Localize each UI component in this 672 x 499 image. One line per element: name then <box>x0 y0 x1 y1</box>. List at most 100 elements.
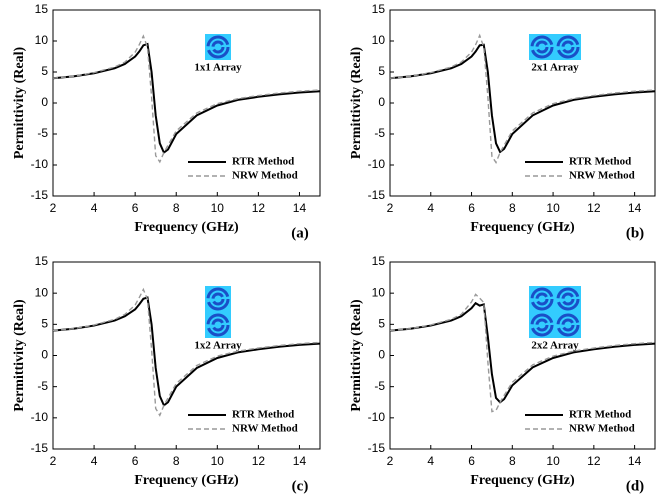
x-tick-label: 12 <box>252 454 266 468</box>
x-tick-label: 14 <box>628 454 642 468</box>
y-tick-label: 5 <box>41 64 48 78</box>
x-tick-label: 2 <box>387 454 394 468</box>
legend-label: NRW Method <box>232 423 298 435</box>
legend-label: NRW Method <box>232 170 298 182</box>
ring <box>530 313 554 337</box>
x-axis-label: Frequency (GHz) <box>470 473 575 488</box>
y-tick-label: 5 <box>41 317 48 331</box>
x-tick-label: 12 <box>587 201 601 215</box>
y-tick-label: 15 <box>35 254 49 268</box>
x-tick-label: 2 <box>50 454 57 468</box>
y-tick-label: 15 <box>35 2 49 16</box>
y-axis-label: Permittivity (Real) <box>349 46 364 159</box>
x-tick-label: 4 <box>91 454 98 468</box>
x-tick-label: 4 <box>91 201 98 215</box>
y-tick-label: 10 <box>35 285 49 299</box>
panel: -15 -10 -5 0 5 10 15 2 4 6 8 10 12 14 Frequency (GHz) P… <box>349 254 656 494</box>
plot-frame <box>52 261 321 450</box>
ring <box>206 313 230 337</box>
y-tick-label: 5 <box>378 64 385 78</box>
y-tick-label: -10 <box>368 410 386 424</box>
series-line <box>389 293 656 413</box>
y-tick-label: 10 <box>372 33 386 47</box>
y-tick-label: 0 <box>41 95 48 109</box>
y-tick-label: -10 <box>368 157 386 171</box>
y-axis-label: Permittivity (Real) <box>12 299 27 412</box>
ring <box>556 313 580 337</box>
legend-label: RTR Method <box>569 409 631 421</box>
panel-label: (d) <box>626 478 644 494</box>
panel: -15 -10 -5 0 5 10 15 2 4 6 8 10 12 14 Frequency (GHz) P… <box>12 254 321 494</box>
ring <box>211 40 225 54</box>
y-axis-label: Permittivity (Real) <box>349 299 364 412</box>
panel: -15 -10 -5 0 5 10 15 2 4 6 8 10 12 14 Frequency (GHz) P… <box>12 2 321 241</box>
x-tick-label: 2 <box>50 201 57 215</box>
y-tick-label: 15 <box>372 254 386 268</box>
legend-label: RTR Method <box>232 409 294 421</box>
x-tick-label: 12 <box>587 454 601 468</box>
series-line <box>389 301 656 404</box>
series-line <box>389 43 656 154</box>
inset-label: 2x2 Array <box>531 340 579 352</box>
x-tick-label: 6 <box>132 454 139 468</box>
series-line <box>52 42 321 155</box>
legend-label: RTR Method <box>569 156 631 168</box>
y-tick-label: -5 <box>374 379 385 393</box>
x-tick-label: 12 <box>252 201 266 215</box>
x-tick-label: 4 <box>427 454 434 468</box>
ring <box>530 35 554 59</box>
y-tick-label: -15 <box>31 441 49 455</box>
y-tick-label: -15 <box>368 441 386 455</box>
plot-frame <box>52 9 321 197</box>
y-tick-label: 15 <box>372 2 386 16</box>
x-tick-label: 14 <box>628 201 642 215</box>
panel-label: (a) <box>291 225 309 241</box>
y-tick-label: 5 <box>378 317 385 331</box>
x-tick-label: 14 <box>293 454 307 468</box>
ring <box>561 318 575 332</box>
series-line <box>389 33 656 165</box>
inset-label: 1x2 Array <box>194 340 242 352</box>
ring <box>211 318 225 332</box>
x-tick-label: 8 <box>173 201 180 215</box>
ring <box>211 292 225 306</box>
x-tick-label: 8 <box>509 454 516 468</box>
x-axis-label: Frequency (GHz) <box>134 473 239 488</box>
y-tick-label: 0 <box>41 348 48 362</box>
panel-label: (c) <box>292 478 309 494</box>
y-tick-label: 10 <box>35 33 49 47</box>
y-tick-label: 0 <box>378 95 385 109</box>
x-tick-label: 10 <box>546 201 560 215</box>
panel: -15 -10 -5 0 5 10 15 2 4 6 8 10 12 14 Frequency (GHz) P… <box>349 2 656 241</box>
panel-label: (b) <box>626 225 644 241</box>
y-tick-label: -15 <box>31 188 49 202</box>
y-tick-label: -5 <box>37 126 48 140</box>
y-tick-label: 10 <box>372 285 386 299</box>
series-line <box>52 296 321 407</box>
inset-label: 2x1 Array <box>531 62 579 74</box>
y-tick-label: 0 <box>378 348 385 362</box>
ring <box>206 35 230 59</box>
x-tick-label: 10 <box>211 201 225 215</box>
x-tick-label: 6 <box>132 201 139 215</box>
legend-label: RTR Method <box>232 156 294 168</box>
ring <box>535 318 549 332</box>
x-axis-label: Frequency (GHz) <box>470 220 575 235</box>
ring <box>556 35 580 59</box>
ring <box>561 292 575 306</box>
y-tick-label: -10 <box>31 157 49 171</box>
x-tick-label: 10 <box>211 454 225 468</box>
ring <box>530 287 554 311</box>
x-tick-label: 8 <box>173 454 180 468</box>
plot-frame <box>389 9 656 197</box>
x-tick-label: 2 <box>387 201 394 215</box>
legend-label: NRW Method <box>569 423 635 435</box>
y-axis-label: Permittivity (Real) <box>12 46 27 159</box>
ring <box>561 40 575 54</box>
x-axis-label: Frequency (GHz) <box>134 220 239 235</box>
y-tick-label: -15 <box>368 188 386 202</box>
series-line <box>52 287 321 417</box>
ring <box>556 287 580 311</box>
series-line <box>52 34 321 164</box>
